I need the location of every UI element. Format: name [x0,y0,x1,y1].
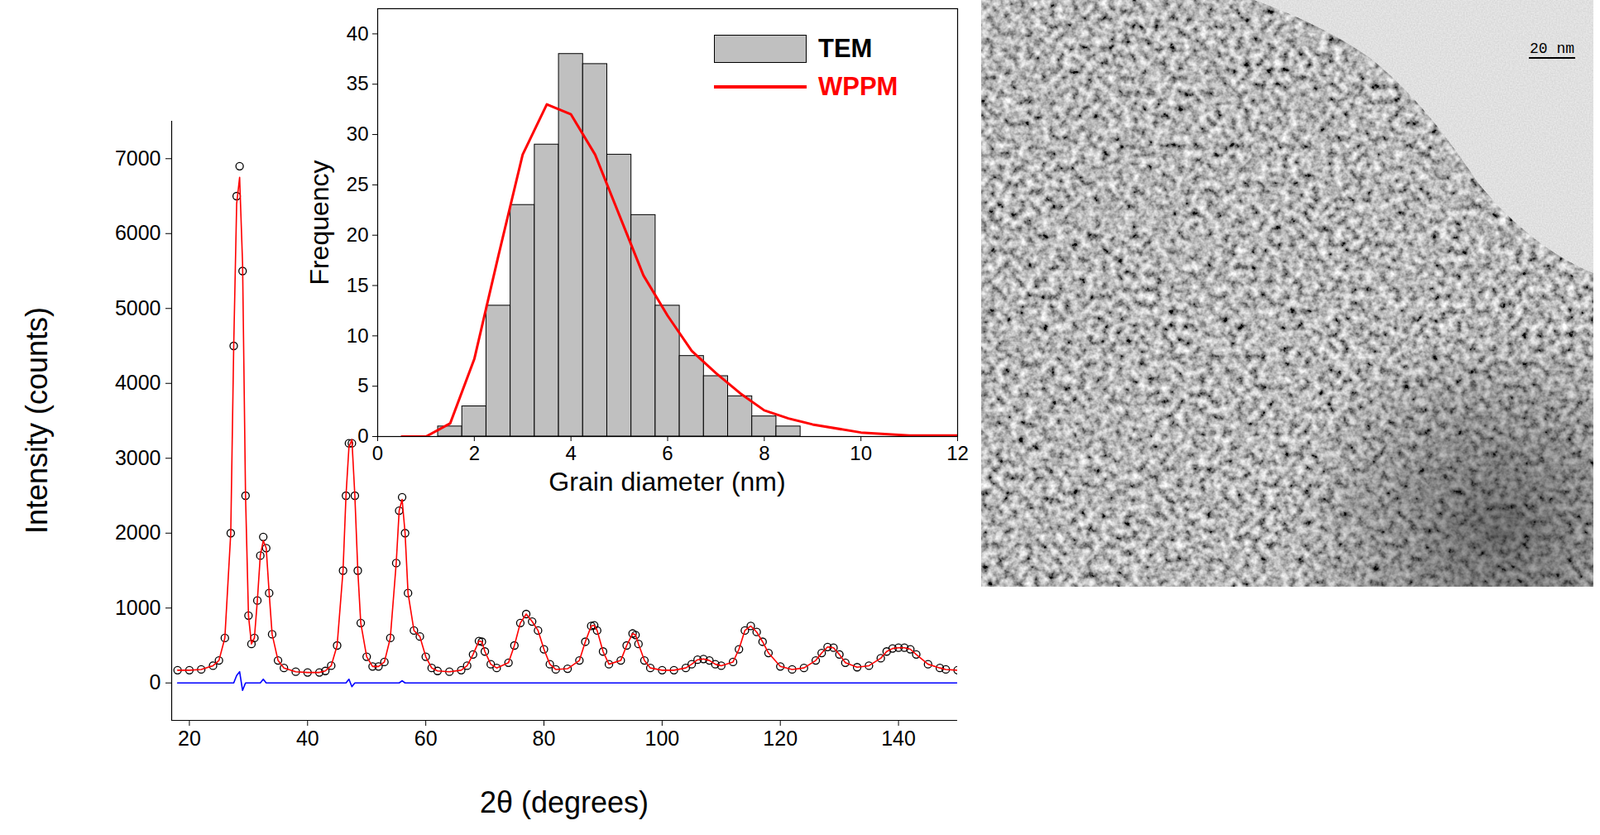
svg-text:0: 0 [357,424,369,447]
html-text:Intensity (counts): Intensity (counts) [19,306,54,534]
html-text:Grain diameter (nm): Grain diameter (nm) [548,466,786,497]
svg-text:100: 100 [644,726,680,750]
svg-text:2: 2 [469,441,480,465]
svg-text:30: 30 [346,122,369,145]
svg-text:80: 80 [532,726,556,750]
svg-text:7000: 7000 [114,146,162,170]
svg-text:3000: 3000 [114,445,162,470]
svg-text:40: 40 [296,726,320,750]
html-text:Frequency: Frequency [304,159,335,285]
svg-text:5: 5 [357,373,369,397]
svg-text:35: 35 [346,71,369,95]
html-text:WPPM: WPPM [818,71,898,101]
svg-text:40: 40 [346,22,369,45]
svg-text:20: 20 [177,726,202,750]
svg-text:140: 140 [881,726,916,750]
svg-text:25: 25 [346,172,369,196]
svg-text:120: 120 [762,726,798,750]
svg-text:60: 60 [414,726,438,750]
svg-text:4000: 4000 [114,370,162,394]
svg-text:5000: 5000 [114,296,162,320]
svg-text:12: 12 [946,441,969,465]
svg-text:2000: 2000 [114,520,162,544]
svg-text:15: 15 [346,273,369,297]
svg-text:6: 6 [661,441,673,465]
svg-text:1000: 1000 [114,595,162,619]
svg-text:20: 20 [346,223,369,246]
svg-text:0: 0 [149,670,162,694]
svg-text:20 nm: 20 nm [1529,40,1575,58]
svg-text:8: 8 [758,441,770,465]
svg-text:10: 10 [849,441,872,465]
svg-text:10: 10 [346,324,369,347]
svg-text:4: 4 [565,441,576,465]
html-text:TEM: TEM [818,33,873,63]
html-text:2θ (degrees): 2θ (degrees) [479,785,649,820]
svg-text:6000: 6000 [114,220,162,245]
svg-text:0: 0 [372,441,384,465]
